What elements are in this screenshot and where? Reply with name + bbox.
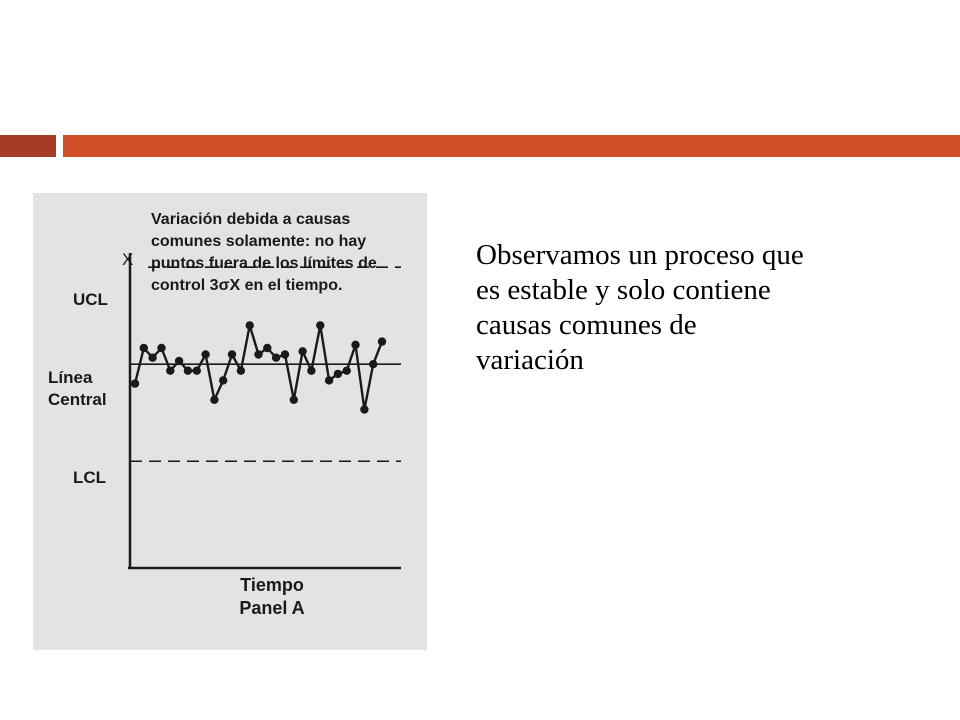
data-point-14	[245, 321, 254, 330]
data-point-2	[139, 343, 148, 353]
data-point-12	[227, 350, 237, 359]
body-text-line-1: Observamos un proceso que	[476, 239, 804, 271]
data-point-4	[157, 343, 166, 353]
data-point-10	[210, 395, 219, 404]
control-chart-scan: Variación debida a causas comunes solame…	[33, 193, 427, 650]
slide-body-text: Observamos un proceso que es estable y s…	[476, 238, 906, 378]
data-point-27	[360, 405, 369, 414]
data-point-16	[263, 343, 272, 353]
data-point-5	[166, 366, 175, 375]
data-point-28	[369, 360, 378, 369]
body-text-line-4: variación	[476, 344, 584, 376]
y-axis-label: X	[122, 250, 133, 269]
data-point-24	[333, 369, 343, 379]
data-point-11	[219, 376, 228, 385]
body-text-line-3: causas comunes de	[476, 309, 697, 341]
center-line-label-1: Línea	[48, 368, 93, 387]
data-point-29	[377, 337, 387, 346]
data-point-21	[307, 366, 316, 375]
data-point-20	[298, 347, 307, 356]
data-point-17	[271, 353, 281, 362]
data-point-18	[280, 350, 290, 359]
data-point-13	[236, 366, 246, 375]
annotation-line-1: Variación debida a causas	[151, 211, 350, 228]
data-point-9	[201, 350, 210, 359]
accent-bar-left	[0, 135, 56, 157]
control-chart: Variación debida a causas comunes solame…	[48, 211, 401, 618]
data-point-15	[254, 350, 263, 359]
data-point-22	[316, 321, 325, 330]
data-point-8	[192, 366, 201, 375]
data-points	[130, 321, 387, 414]
accent-bar-main	[63, 135, 960, 157]
center-line-label-2: Central	[48, 390, 107, 409]
ucl-label: UCL	[73, 290, 108, 309]
annotation-line-3: puntos fuera de los límites de	[151, 255, 377, 272]
annotation-line-2: comunes solamente: no hay	[151, 233, 366, 250]
x-axis-label: Tiempo	[240, 575, 304, 595]
lcl-label: LCL	[73, 468, 106, 487]
data-point-1	[130, 379, 140, 388]
data-point-25	[342, 366, 351, 375]
data-point-7	[183, 366, 193, 375]
data-point-26	[351, 340, 360, 349]
data-point-3	[148, 353, 157, 362]
annotation-line-4: control 3σX en el tiempo.	[151, 277, 342, 294]
data-point-23	[324, 376, 334, 385]
data-point-19	[289, 395, 298, 404]
panel-label: Panel A	[239, 598, 304, 618]
data-point-6	[174, 356, 184, 366]
body-text-line-2: es estable y solo contiene	[476, 274, 771, 306]
